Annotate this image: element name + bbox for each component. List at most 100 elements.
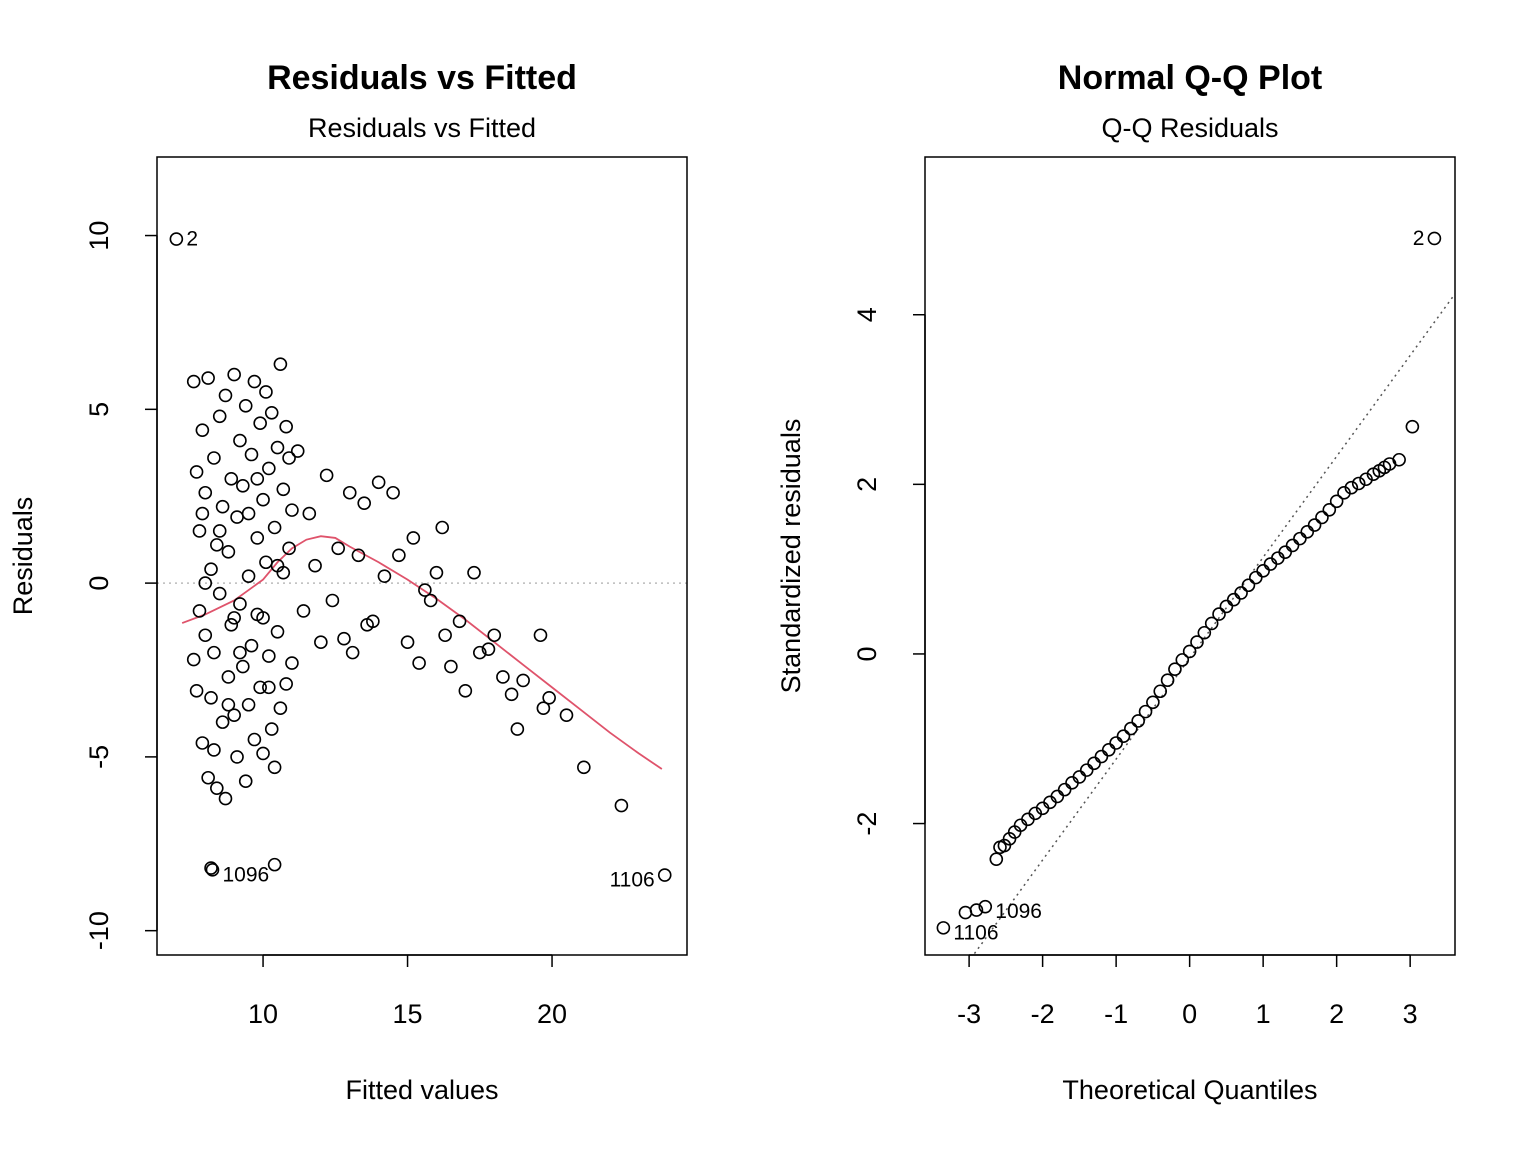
point — [1182, 644, 1197, 659]
point — [210, 781, 224, 795]
point — [270, 624, 285, 639]
point — [195, 506, 210, 521]
point — [1405, 419, 1420, 434]
point — [241, 697, 256, 712]
point — [1138, 704, 1153, 719]
x-tick-label: 10 — [248, 999, 278, 1029]
point — [230, 510, 244, 524]
y-tick-label: 2 — [852, 477, 882, 492]
point — [314, 635, 328, 649]
y-tick-label: 4 — [852, 307, 882, 322]
point — [536, 701, 551, 716]
y-axis-label: Standardized residuals — [776, 419, 806, 694]
point — [227, 611, 241, 625]
point — [1278, 545, 1292, 559]
point-label: 1096 — [995, 900, 1042, 923]
point — [218, 791, 233, 806]
y-tick-label: 0 — [84, 576, 114, 591]
point — [204, 691, 218, 705]
chart-title: Normal Q-Q Plot — [1058, 59, 1322, 97]
point — [264, 406, 279, 420]
point — [207, 645, 221, 660]
point — [282, 541, 296, 556]
point — [412, 656, 426, 670]
point — [279, 677, 293, 691]
point — [472, 645, 487, 660]
x-tick-label: 2 — [1329, 999, 1344, 1029]
chart-title: Residuals vs Fitted — [267, 59, 577, 97]
point — [1079, 763, 1094, 777]
point — [236, 659, 250, 674]
point — [1212, 607, 1226, 621]
point — [1050, 789, 1065, 804]
point — [212, 586, 227, 601]
point — [201, 371, 215, 385]
point — [247, 732, 262, 747]
point-label: 1096 — [222, 863, 269, 886]
x-axis-label: Theoretical Quantiles — [1062, 1075, 1317, 1105]
point — [1344, 480, 1359, 495]
point — [1427, 231, 1442, 246]
point — [296, 604, 311, 618]
point — [1197, 625, 1212, 640]
x-axis-label: Fitted values — [345, 1075, 498, 1105]
y-tick-label: 5 — [84, 402, 114, 417]
point — [267, 760, 282, 775]
point — [273, 357, 288, 371]
point — [279, 419, 293, 434]
point — [256, 492, 270, 507]
point — [958, 905, 973, 920]
point — [400, 635, 415, 649]
point — [1256, 564, 1270, 578]
point — [969, 903, 984, 917]
point — [215, 715, 230, 729]
x-tick-label: -1 — [1104, 999, 1128, 1029]
point — [221, 697, 236, 712]
point — [273, 701, 288, 716]
point — [496, 670, 510, 684]
point — [233, 433, 247, 448]
point — [227, 708, 241, 722]
point — [221, 670, 236, 684]
point — [207, 451, 221, 465]
point — [259, 555, 273, 570]
point — [262, 680, 276, 695]
chart-subtitle: Residuals vs Fitted — [308, 113, 536, 143]
point — [270, 440, 285, 455]
x-tick-label: 1 — [1256, 999, 1271, 1029]
point — [438, 628, 452, 643]
point — [1175, 653, 1190, 667]
point — [444, 659, 458, 674]
point — [504, 687, 519, 702]
point — [392, 548, 406, 563]
point — [452, 614, 467, 629]
point — [241, 569, 256, 583]
point — [1101, 742, 1116, 757]
x-tick-label: 20 — [537, 999, 567, 1029]
point — [204, 861, 218, 875]
point — [192, 524, 207, 538]
point — [195, 423, 210, 437]
point — [247, 374, 262, 389]
point — [256, 746, 270, 761]
point — [1219, 599, 1234, 614]
y-tick-label: -10 — [84, 911, 114, 950]
point — [204, 562, 218, 577]
point — [253, 680, 267, 695]
point — [270, 558, 285, 573]
point — [224, 472, 239, 486]
point — [1248, 570, 1263, 585]
point — [189, 465, 204, 479]
point — [192, 604, 207, 618]
point — [230, 750, 244, 764]
point — [1131, 714, 1145, 728]
point — [1153, 684, 1168, 699]
point — [215, 499, 230, 514]
point — [267, 857, 282, 872]
point — [487, 628, 502, 643]
point — [238, 774, 253, 789]
point — [481, 642, 496, 656]
point — [198, 628, 213, 643]
point — [212, 524, 227, 538]
point — [337, 631, 351, 646]
